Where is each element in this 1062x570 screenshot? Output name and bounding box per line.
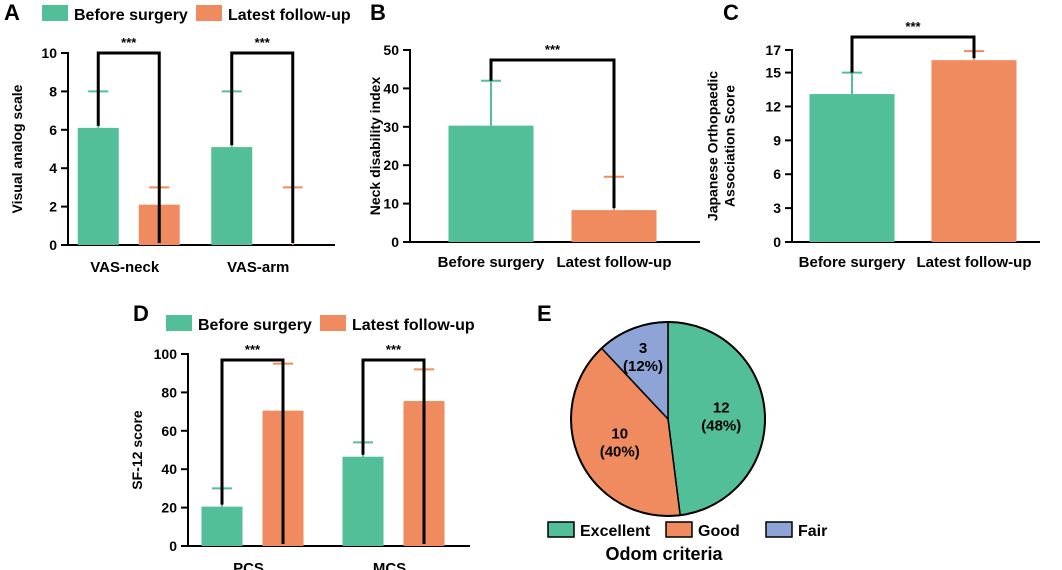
D-y-tick-label: 0 (169, 538, 177, 554)
A-significance-label: *** (255, 35, 271, 50)
pie-legend-label-fair: Fair (798, 523, 827, 540)
C-y-axis-label: Association Score (722, 85, 738, 207)
A-significance-bracket (96, 51, 161, 243)
A-legend-label-before: Before surgery (74, 7, 188, 24)
C-significance-label: *** (905, 19, 921, 34)
A-y-tick-label: 6 (49, 122, 57, 138)
A-significance-label: *** (121, 35, 137, 50)
pie-value-label: 12 (713, 400, 730, 417)
A-category-label: VAS-arm (227, 259, 289, 276)
C-bar-before (809, 94, 895, 242)
B-bar-before (448, 125, 534, 242)
D-legend-label-before: Before surgery (198, 317, 312, 334)
pie-legend-swatch-good (665, 521, 693, 538)
C-category-label: Latest follow-up (917, 254, 1032, 271)
pie-legend-swatch-fair (765, 521, 793, 538)
A-y-tick-label: 2 (49, 199, 57, 215)
C-category-label: Before surgery (799, 254, 906, 271)
A-bar-before (211, 147, 253, 245)
panel-B: B Neck disability index 0 10 20 30 40 50 Before … (367, 0, 700, 271)
C-y-tick-label: 15 (765, 65, 781, 81)
pie-outline (570, 321, 766, 517)
A-y-tick-label: 4 (49, 160, 57, 176)
A-y-axis-label: Visual analog scale (9, 84, 25, 213)
B-y-tick-label: 50 (383, 42, 399, 58)
B-y-tick-label: 0 (391, 234, 399, 250)
C-bar-latest (931, 60, 1017, 243)
A-category-label: VAS-neck (90, 259, 160, 276)
D-legend-swatch-before (166, 315, 192, 331)
pie-percent-label: (40%) (600, 444, 640, 461)
C-y-tick-label: 12 (765, 98, 781, 114)
B-category-label: Before surgery (438, 254, 545, 271)
C-y-tick-label: 6 (773, 166, 781, 182)
pie-value-label: 10 (611, 426, 628, 443)
pie-title: Odom criteria (605, 544, 723, 564)
B-y-tick-label: 40 (383, 80, 399, 96)
B-y-axis-label: Neck disability index (367, 77, 383, 216)
B-category-label: Latest follow-up (557, 254, 672, 271)
A-bar-before (77, 127, 119, 245)
pie-legend-label-excellent: Excellent (580, 523, 651, 540)
A-y-tick-label: 10 (41, 45, 57, 61)
panel-letter-B: B (370, 0, 386, 25)
B-bar-latest (571, 210, 657, 242)
D-bar-before (201, 506, 243, 546)
D-y-tick-label: 100 (154, 346, 178, 362)
C-significance-bracket (850, 35, 976, 73)
D-bar-before (342, 456, 384, 546)
D-y-tick-label: 20 (161, 500, 177, 516)
D-significance-label: *** (245, 342, 261, 357)
D-significance-bracket (220, 358, 285, 544)
panel-letter-A: A (4, 0, 20, 25)
panel-C: C Japanese Orthopaedic Association Score 0 3… (705, 0, 1040, 271)
pie-percent-label: (48%) (701, 418, 741, 435)
panel-A: A Before surgery Latest follow-up Visual an… (4, 0, 351, 276)
panel-letter-D: D (133, 301, 149, 326)
B-significance-bracket (489, 58, 616, 209)
panel-letter-E: E (537, 301, 552, 326)
A-y-tick-label: 8 (49, 83, 57, 99)
D-category-label: PCS (233, 560, 264, 570)
panel-D: D Before surgery Latest follow-up SF-12 sco… (129, 301, 475, 570)
D-legend-label-latest: Latest follow-up (352, 317, 475, 334)
D-legend-swatch-latest (320, 315, 346, 331)
pie-value-label: 3 (639, 340, 647, 357)
pie-percent-label: (12%) (623, 358, 663, 375)
C-y-axis-label: Japanese Orthopaedic (705, 71, 721, 221)
A-legend-label-latest: Latest follow-up (228, 7, 351, 24)
C-y-tick-label: 3 (773, 200, 781, 216)
D-category-label: MCS (373, 560, 406, 570)
D-y-tick-label: 80 (161, 384, 177, 400)
B-y-tick-label: 10 (383, 196, 399, 212)
A-legend-swatch-latest (196, 5, 222, 21)
D-y-axis-label: SF-12 score (129, 410, 145, 490)
pie-legend-label-good: Good (698, 523, 740, 540)
D-significance-bracket (361, 358, 426, 544)
A-legend-swatch-before (42, 5, 68, 21)
B-y-tick-label: 20 (383, 157, 399, 173)
D-significance-label: *** (386, 342, 402, 357)
C-y-tick-label: 17 (765, 42, 781, 58)
C-y-tick-label: 0 (773, 234, 781, 250)
panel-E: E 12(48%) 10(40%) 3(12%) Excellent Good Fair Od… (537, 301, 827, 564)
pie-legend-swatch-excellent (547, 521, 575, 538)
D-y-tick-label: 60 (161, 423, 177, 439)
B-significance-label: *** (545, 42, 561, 57)
panel-letter-C: C (723, 0, 739, 25)
B-y-tick-label: 30 (383, 119, 399, 135)
D-y-tick-label: 40 (161, 461, 177, 477)
A-y-tick-label: 0 (49, 237, 57, 253)
C-y-tick-label: 9 (773, 132, 781, 148)
A-significance-bracket (230, 51, 295, 243)
